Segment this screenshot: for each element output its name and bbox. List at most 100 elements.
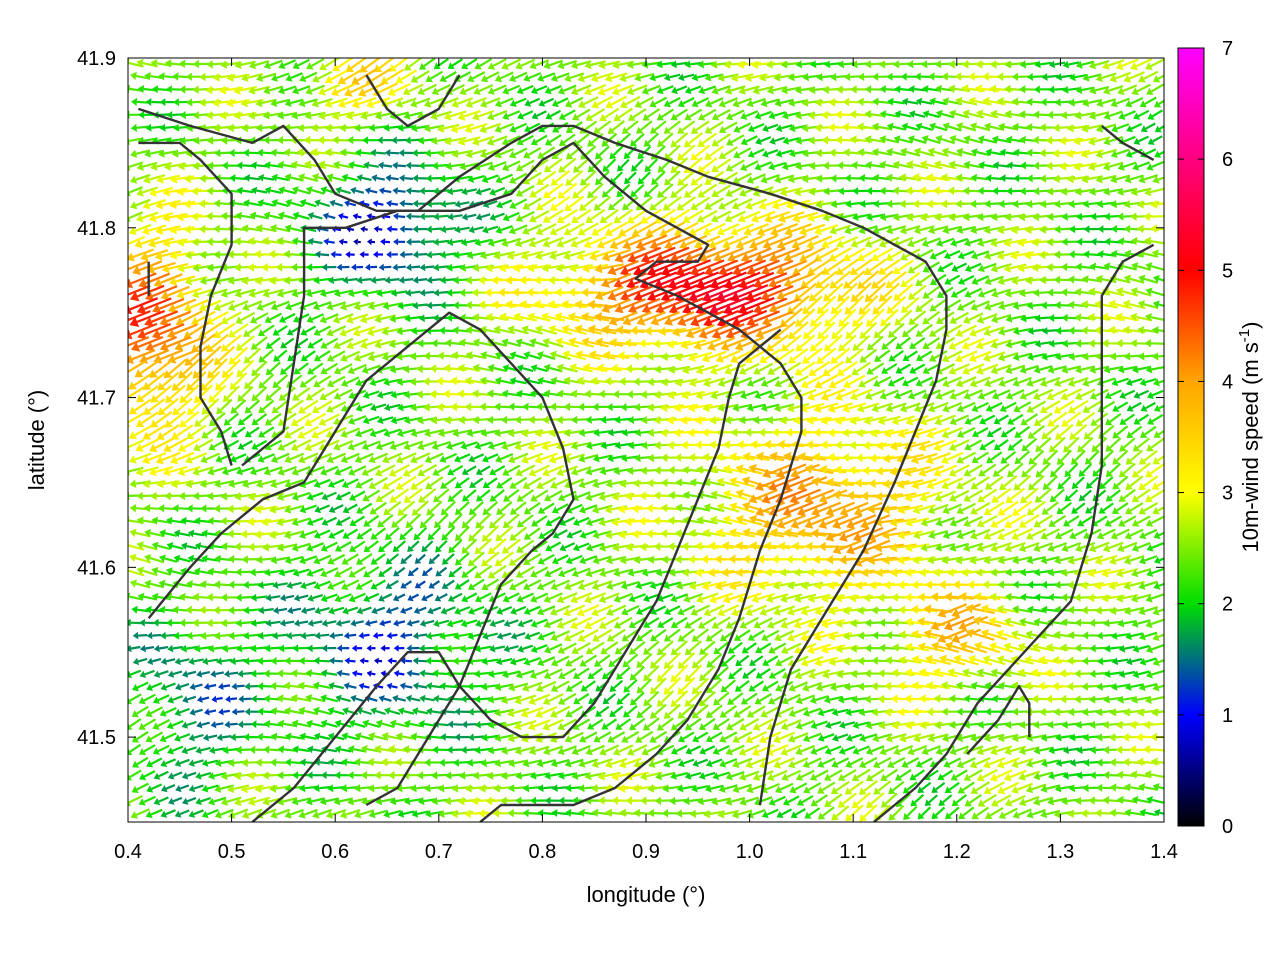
wind-vector <box>1082 73 1102 82</box>
wind-vector <box>509 71 528 82</box>
wind-vector <box>1041 73 1059 81</box>
wind-vector <box>810 60 829 69</box>
wind-vector <box>908 85 926 93</box>
wind-vector <box>439 71 457 82</box>
wind-vector <box>543 59 563 70</box>
wind-vector <box>597 83 621 96</box>
wind-vector <box>337 68 363 85</box>
wind-vector <box>1075 86 1095 95</box>
wind-vector <box>219 85 244 95</box>
wind-vector <box>292 85 311 95</box>
colorbar: 0 1 2 3 4 5 6 7 10m-wind speed (m s-1) <box>1177 38 1263 838</box>
wind-vector <box>395 69 417 84</box>
wind-vector <box>571 84 592 96</box>
wind-vector <box>205 85 229 95</box>
wind-vector <box>433 58 449 70</box>
colorbar-title-sup: -1 <box>1236 329 1253 342</box>
wind-vector <box>634 72 655 82</box>
wind-vector <box>704 73 724 82</box>
wind-vector <box>1103 85 1124 95</box>
wind-vector <box>431 84 451 95</box>
wind-vector <box>285 72 303 82</box>
y-axis-title: latitude (°) <box>24 390 49 491</box>
wind-vector <box>292 58 310 70</box>
wind-vector <box>306 58 325 70</box>
wind-vector <box>1062 85 1080 94</box>
wind-vector <box>894 85 912 94</box>
wind-vector <box>417 83 437 96</box>
wind-vector <box>271 72 290 82</box>
wind-vector <box>550 72 570 82</box>
wind-vector <box>975 84 1000 94</box>
colorbar-title-main: 10m-wind speed (m s <box>1238 342 1263 552</box>
wind-vector <box>324 69 348 84</box>
wind-vector <box>1146 83 1164 95</box>
wind-vector <box>312 70 333 83</box>
wind-vector <box>515 58 536 70</box>
wind-vector <box>263 85 284 95</box>
wind-vector <box>299 71 318 82</box>
wind-vector <box>425 70 444 83</box>
wind-vector <box>663 73 681 82</box>
x-axis-title: longitude (°) <box>587 882 706 907</box>
wind-vector <box>684 60 702 69</box>
wind-vector <box>961 84 985 94</box>
wind-vector <box>1019 60 1039 69</box>
wind-vector <box>1088 59 1110 70</box>
x-tick-label: 0.9 <box>632 841 660 863</box>
wind-vector <box>670 60 688 69</box>
wind-vector <box>641 84 661 95</box>
wind-vector <box>537 72 556 82</box>
wind-vector <box>516 84 534 95</box>
colorbar-title: 10m-wind speed (m s-1) <box>1236 322 1263 553</box>
colorbar-tick-label: 2 <box>1222 594 1233 616</box>
wind-vector <box>410 70 430 83</box>
wind-vector <box>387 83 411 96</box>
wind-vector <box>584 83 607 96</box>
wind-vectors <box>128 58 1164 822</box>
wind-vector <box>724 85 746 95</box>
wind-vector <box>619 72 642 83</box>
wind-vector <box>344 82 371 97</box>
wind-vector <box>604 72 628 83</box>
wind-vector <box>474 58 493 70</box>
wind-vector <box>612 83 635 96</box>
y-tick-label: 41.9 <box>77 48 116 70</box>
colorbar-gradient <box>1177 47 1205 827</box>
wind-vector <box>402 83 424 96</box>
wind-vector <box>330 82 356 97</box>
wind-vector <box>278 59 297 70</box>
wind-vector <box>1034 60 1052 69</box>
wind-vector <box>711 85 731 95</box>
colorbar-tick-label: 5 <box>1222 260 1233 282</box>
wind-vector <box>1102 59 1125 70</box>
y-tick-label: 41.8 <box>77 218 116 240</box>
wind-vector <box>1048 85 1066 94</box>
wind-vector <box>480 71 500 83</box>
colorbar-tick-label: 3 <box>1222 483 1233 505</box>
wind-vector <box>730 73 754 82</box>
wind-vector <box>684 85 702 95</box>
x-tick-label: 0.5 <box>218 841 246 863</box>
x-tick-label: 1.4 <box>1150 841 1178 863</box>
plot-area <box>127 57 1165 823</box>
wind-vector <box>345 58 368 73</box>
wind-vector <box>691 73 709 82</box>
wind-vector <box>626 84 648 96</box>
wind-vector <box>737 60 762 69</box>
wind-vector <box>318 83 341 96</box>
wind-vector <box>502 84 521 95</box>
wind-vector <box>577 72 599 83</box>
wind-vector <box>531 85 548 95</box>
wind-vector <box>1152 74 1164 83</box>
wind-vector <box>564 72 585 83</box>
wind-vector <box>447 58 463 69</box>
wind-vector <box>1048 60 1066 69</box>
x-tick-label: 0.8 <box>528 841 556 863</box>
wind-vector <box>1145 58 1164 70</box>
x-tick-label: 1.2 <box>943 841 971 863</box>
x-tick-label: 0.7 <box>425 841 453 863</box>
wind-vector <box>419 58 436 70</box>
x-tick-label: 1.1 <box>839 841 867 863</box>
